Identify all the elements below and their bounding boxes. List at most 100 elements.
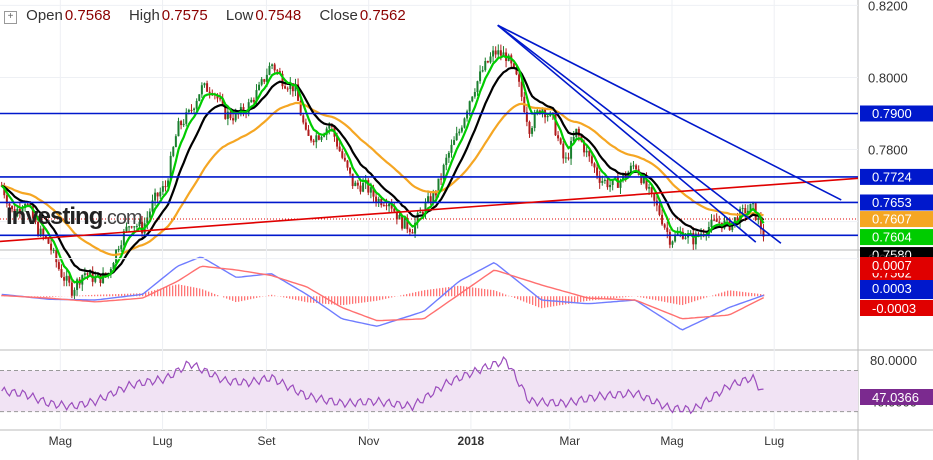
candle-body xyxy=(442,164,445,179)
candle-body xyxy=(83,273,86,276)
candle-body xyxy=(515,67,518,75)
candle-body xyxy=(52,249,55,251)
candle-body xyxy=(125,226,128,232)
candle-body xyxy=(468,101,471,112)
x-tick-label: Mar xyxy=(559,434,580,448)
candle-body xyxy=(263,79,266,82)
candle-body xyxy=(598,175,601,183)
candle-body xyxy=(310,135,313,141)
candle-body xyxy=(603,179,606,182)
candle-body xyxy=(341,151,344,158)
candle-body xyxy=(286,88,289,90)
candle-body xyxy=(336,136,339,147)
candle-body xyxy=(466,111,469,119)
candle-body xyxy=(315,135,318,143)
candle-body xyxy=(385,205,388,207)
candle-body xyxy=(133,226,136,228)
candle-body xyxy=(44,235,47,238)
candle-body xyxy=(645,176,648,189)
candle-body xyxy=(520,81,523,97)
candle-body xyxy=(546,115,549,118)
candle-body xyxy=(307,129,310,136)
x-tick-label: Lug xyxy=(764,434,784,448)
candle-body xyxy=(393,208,396,212)
candle-body xyxy=(562,143,565,159)
candle-body xyxy=(554,114,557,136)
candle-body xyxy=(427,196,430,203)
candle-body xyxy=(596,167,599,176)
candle-body xyxy=(68,275,71,283)
candle-body xyxy=(479,71,482,82)
candle-body xyxy=(533,113,536,129)
candle-body xyxy=(593,163,596,168)
candle-body xyxy=(421,211,424,214)
price-label-box xyxy=(860,105,933,122)
candle-body xyxy=(632,165,635,167)
candle-body xyxy=(312,140,315,143)
candle-body xyxy=(429,196,432,204)
candle-body xyxy=(271,64,274,66)
rsi-label-text: 47.0366 xyxy=(872,390,919,405)
candle-body xyxy=(260,79,263,85)
candle-body xyxy=(666,227,669,232)
x-tick-label: Set xyxy=(257,434,276,448)
candle-body xyxy=(112,262,115,270)
candle-body xyxy=(128,226,131,228)
candle-body xyxy=(320,136,323,140)
plus-square-icon[interactable]: + xyxy=(4,11,17,24)
candle-body xyxy=(564,157,567,159)
candle-body xyxy=(146,217,149,224)
candle-body xyxy=(18,208,21,213)
candle-body xyxy=(289,83,292,90)
candle-body xyxy=(255,90,258,102)
candle-body xyxy=(198,94,201,101)
candle-body xyxy=(736,217,739,224)
candle-body xyxy=(250,99,253,103)
x-tick-label: Lug xyxy=(153,434,173,448)
candle-body xyxy=(13,209,16,217)
candle-body xyxy=(419,211,422,214)
candle-body xyxy=(11,205,14,210)
macd-label-box xyxy=(860,280,933,296)
candle-body xyxy=(164,186,167,188)
candle-body xyxy=(367,180,370,193)
candle-body xyxy=(640,174,643,184)
macd-histogram-group xyxy=(1,284,765,309)
candle-body xyxy=(377,198,380,203)
candle-body xyxy=(759,217,762,230)
candle-body xyxy=(583,141,586,153)
price-label-box xyxy=(860,194,933,211)
trendline xyxy=(497,24,757,243)
candle-body xyxy=(471,96,474,102)
candle-body xyxy=(757,217,760,220)
candle-body xyxy=(629,165,632,173)
candle-body xyxy=(174,136,177,148)
candle-body xyxy=(362,183,365,192)
candle-body xyxy=(489,56,492,63)
candle-body xyxy=(26,203,29,205)
candle-body xyxy=(346,160,349,168)
candle-body xyxy=(151,200,154,212)
candle-body xyxy=(291,83,294,92)
candle-body xyxy=(726,218,729,221)
candle-body xyxy=(268,65,271,75)
candle-body xyxy=(187,109,190,113)
candle-body xyxy=(65,275,68,281)
candle-body xyxy=(294,84,297,92)
candle-body xyxy=(676,233,679,235)
candle-body xyxy=(382,205,385,207)
candle-body xyxy=(200,85,203,95)
candle-body xyxy=(590,156,593,164)
candle-body xyxy=(16,208,19,217)
candles-group xyxy=(0,44,765,301)
candle-body xyxy=(733,217,736,223)
candle-body xyxy=(5,195,8,204)
candle-body xyxy=(63,277,66,281)
candle-body xyxy=(21,208,24,213)
candle-body xyxy=(135,226,138,228)
candle-body xyxy=(42,228,45,236)
candle-body xyxy=(692,232,695,245)
trendline xyxy=(497,24,782,244)
candle-body xyxy=(395,211,398,220)
